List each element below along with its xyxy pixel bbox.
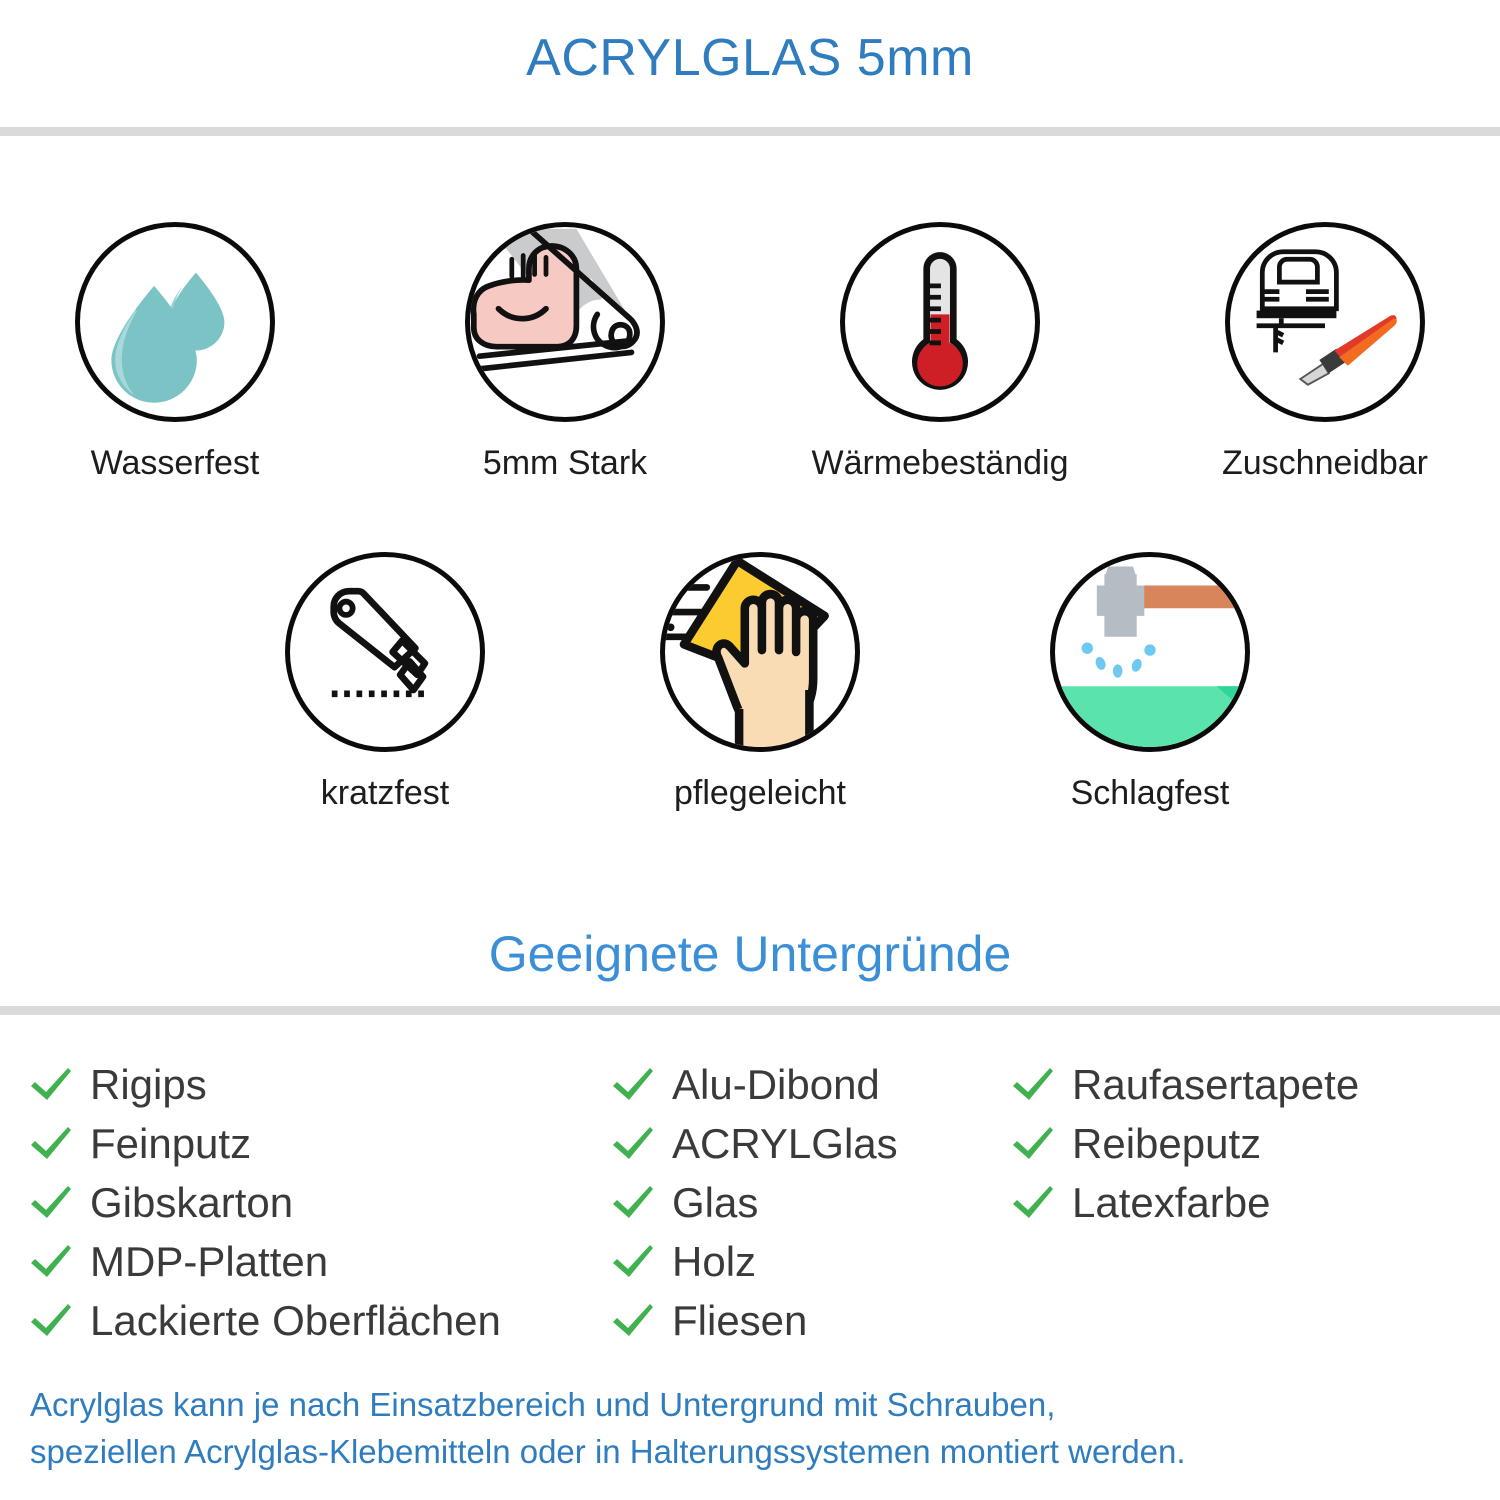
list-item: Fliesen [610, 1291, 1010, 1350]
list-item: Reibeputz [1010, 1114, 1470, 1173]
page-title: ACRYLGLAS 5mm [526, 29, 974, 87]
list-item: Lackierte Oberflächen [28, 1291, 610, 1350]
footer-line-1: Acrylglas kann je nach Einsatzbereich un… [30, 1386, 1056, 1423]
hammer-impact-icon [1055, 557, 1245, 747]
flexed-bicep-icon [470, 227, 660, 417]
footer-line-2: speziellen Acrylglas-Klebemitteln oder i… [30, 1432, 1186, 1470]
green-check-icon [28, 1124, 74, 1164]
list-item-label: MDP-Platten [90, 1237, 329, 1285]
feature-circle [75, 222, 275, 422]
list-item: Rigips [28, 1055, 610, 1114]
feature-circle [1225, 222, 1425, 422]
feature-zuschneidbar: Zuschneidbar [1195, 222, 1455, 483]
feature-label: kratzfest [320, 774, 450, 812]
list-item-label: Latexfarbe [1072, 1178, 1271, 1226]
feature-circle [660, 552, 860, 752]
list-item: MDP-Platten [28, 1232, 610, 1291]
list-item: Holz [610, 1232, 1010, 1291]
list-item-label: ACRYLGlas [672, 1119, 898, 1167]
list-item-label: Raufasertapete [1072, 1060, 1360, 1108]
green-check-icon [28, 1301, 74, 1341]
list-item: Feinputz [28, 1114, 610, 1173]
feature-schlagfest: Schlagfest [1020, 552, 1280, 813]
list-item-label: Reibeputz [1072, 1119, 1262, 1167]
thermometer-icon [845, 227, 1035, 417]
list-item-label: Glas [672, 1178, 759, 1226]
list-item: Raufasertapete [1010, 1055, 1470, 1114]
list-item-label: Holz [672, 1237, 757, 1285]
green-check-icon [610, 1301, 656, 1341]
jigsaw-and-cutter-icon [1230, 227, 1420, 417]
feature-5mm-stark: 5mm Stark [435, 222, 695, 483]
feature-pflegeleicht: pflegeleicht [630, 552, 890, 813]
feature-label: pflegeleicht [673, 774, 846, 812]
hand-with-cloth-icon [665, 557, 855, 747]
feature-wasserfest: Wasserfest [45, 222, 305, 483]
feature-circle [465, 222, 665, 422]
checklist-column-1: Rigips Feinputz Gibskarton MDP-Platten L… [0, 1055, 610, 1350]
feature-label: Wasserfest [90, 444, 260, 482]
list-item: Glas [610, 1173, 1010, 1232]
substrate-checklist: Rigips Feinputz Gibskarton MDP-Platten L… [0, 1055, 1500, 1350]
list-item-label: Feinputz [90, 1119, 252, 1167]
feature-circle [285, 552, 485, 752]
section-title: Geeignete Untergründe [488, 926, 1012, 982]
feature-kratzfest: kratzfest [255, 552, 515, 813]
knife-scratch-icon [290, 557, 480, 747]
divider-middle [0, 1006, 1500, 1015]
list-item-label: Gibskarton [90, 1178, 294, 1226]
green-check-icon [610, 1242, 656, 1282]
list-item: Latexfarbe [1010, 1173, 1470, 1232]
list-item: Alu-Dibond [610, 1055, 1010, 1114]
feature-circle [1050, 552, 1250, 752]
feature-label: Schlagfest [1070, 774, 1230, 812]
green-check-icon [1010, 1183, 1056, 1223]
green-check-icon [610, 1183, 656, 1223]
green-check-icon [28, 1183, 74, 1223]
feature-label: 5mm Stark [482, 444, 648, 482]
water-drops-icon [80, 227, 270, 417]
green-check-icon [610, 1124, 656, 1164]
green-check-icon [28, 1065, 74, 1105]
divider-top [0, 127, 1500, 136]
list-item: Gibskarton [28, 1173, 610, 1232]
feature-circle [840, 222, 1040, 422]
green-check-icon [1010, 1124, 1056, 1164]
green-check-icon [1010, 1065, 1056, 1105]
checklist-column-3: Raufasertapete Reibeputz Latexfarbe [1010, 1055, 1470, 1232]
footer-note: Acrylglas kann je nach Einsatzbereich un… [30, 1382, 1480, 1476]
feature-label: Zuschneidbar [1221, 444, 1428, 482]
checklist-column-2: Alu-Dibond ACRYLGlas Glas Holz Fliesen [610, 1055, 1010, 1350]
list-item-label: Rigips [90, 1060, 207, 1108]
list-item-label: Lackierte Oberflächen [90, 1296, 501, 1344]
list-item-label: Alu-Dibond [672, 1060, 880, 1108]
list-item-label: Fliesen [672, 1296, 808, 1344]
list-item: ACRYLGlas [610, 1114, 1010, 1173]
feature-waermebestaendig: Wärmebeständig [810, 222, 1070, 483]
green-check-icon [28, 1242, 74, 1282]
feature-label: Wärmebeständig [811, 444, 1069, 482]
green-check-icon [610, 1065, 656, 1105]
